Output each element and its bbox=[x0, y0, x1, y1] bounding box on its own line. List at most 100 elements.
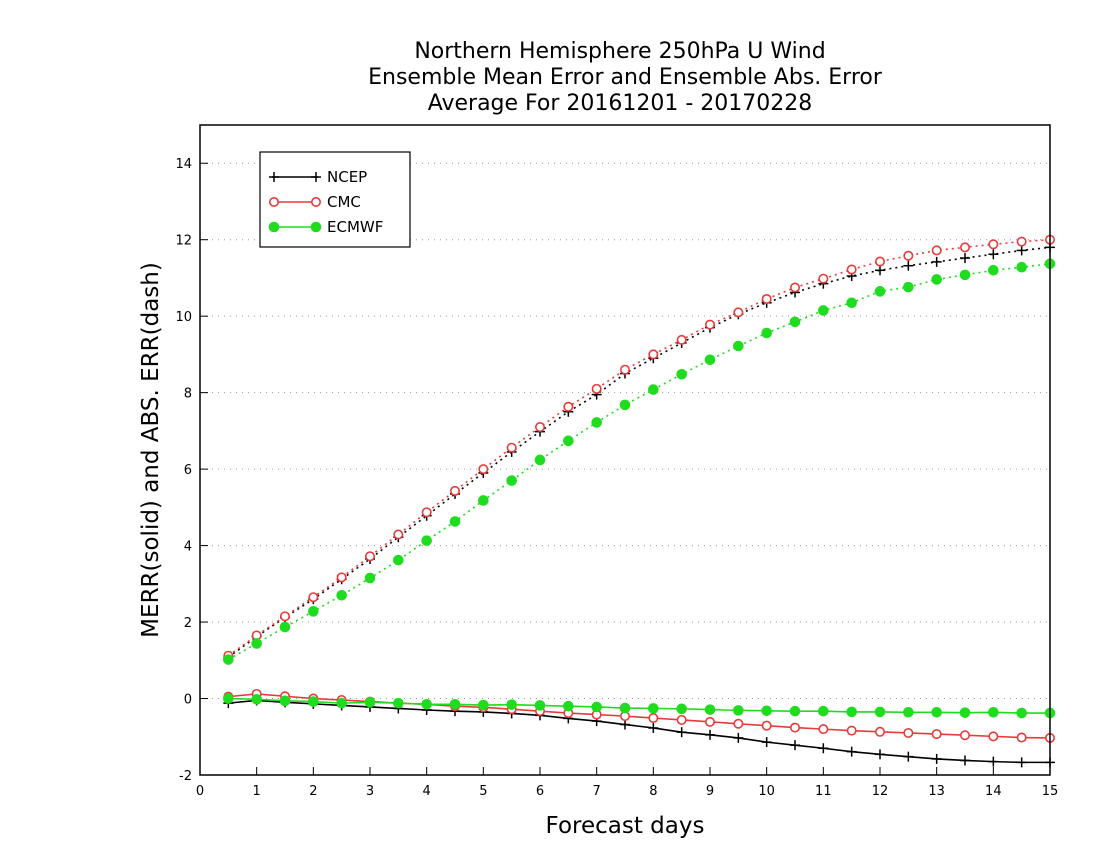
data-point-cmc-abs-error-16 bbox=[676, 334, 687, 345]
series-line-cmc-mean-error bbox=[228, 693, 1051, 739]
data-point-ecmwf-mean-error-13 bbox=[591, 701, 602, 713]
data-point-ncep-mean-error-24 bbox=[903, 751, 914, 762]
series-ecmwf-abs-error bbox=[223, 258, 1056, 665]
series-line-cmc-abs-error bbox=[227, 238, 1051, 657]
data-point-ncep-mean-error-14 bbox=[620, 719, 630, 730]
data-point-ecmwf-abs-error-16 bbox=[676, 368, 687, 380]
data-point-cmc-mean-error-17 bbox=[704, 716, 715, 727]
legend-box bbox=[259, 151, 411, 248]
y-tick-label-1: 0 bbox=[184, 693, 192, 708]
data-point-ecmwf-abs-error-21 bbox=[818, 305, 829, 316]
legend-marker-start bbox=[269, 172, 279, 182]
x-tick-label-6: 6 bbox=[536, 784, 544, 799]
data-point-ecmwf-mean-error-26 bbox=[959, 707, 971, 718]
data-point-ncep-abs-error-23 bbox=[875, 265, 885, 276]
series-ncep-abs-error bbox=[223, 242, 1055, 663]
data-point-ecmwf-abs-error-22 bbox=[846, 297, 857, 309]
data-point-ncep-abs-error-28 bbox=[1016, 245, 1027, 256]
data-point-ecmwf-abs-error-2 bbox=[279, 621, 291, 633]
grid-lines bbox=[200, 162, 1050, 700]
data-point-ecmwf-abs-error-9 bbox=[478, 495, 489, 506]
data-point-ecmwf-abs-error-6 bbox=[393, 554, 404, 566]
data-point-cmc-mean-error-24 bbox=[903, 727, 914, 738]
data-point-ncep-mean-error-28 bbox=[1016, 757, 1027, 768]
x-tick-label-0: 0 bbox=[196, 784, 204, 799]
data-point-cmc-abs-error-10 bbox=[506, 442, 517, 453]
x-tick-label-11: 11 bbox=[815, 784, 832, 799]
data-point-ecmwf-mean-error-1 bbox=[251, 693, 262, 705]
series-cmc-mean-error bbox=[223, 688, 1056, 743]
data-point-ecmwf-mean-error-24 bbox=[903, 706, 914, 718]
data-point-ecmwf-mean-error-11 bbox=[534, 700, 546, 711]
data-point-ecmwf-mean-error-3 bbox=[308, 696, 319, 707]
legend-label-ecmwf: ECMWF bbox=[327, 218, 383, 236]
data-point-ecmwf-abs-error-19 bbox=[761, 327, 772, 339]
x-tick-label-2: 2 bbox=[309, 784, 317, 799]
data-point-ecmwf-mean-error-20 bbox=[789, 705, 801, 717]
legend-label-ncep: NCEP bbox=[327, 168, 367, 186]
y-tick-label-0: -2 bbox=[179, 769, 192, 784]
data-point-cmc-mean-error-20 bbox=[789, 722, 800, 733]
data-point-ncep-abs-error-25 bbox=[931, 256, 942, 267]
data-point-ecmwf-mean-error-23 bbox=[874, 706, 886, 718]
y-axis-label: MERR(solid) and ABS. ERR(dash) bbox=[138, 262, 164, 638]
x-axis-label: Forecast days bbox=[546, 813, 705, 839]
data-point-cmc-mean-error-27 bbox=[988, 731, 999, 742]
data-point-cmc-abs-error-26 bbox=[959, 242, 970, 253]
data-point-ecmwf-abs-error-28 bbox=[1016, 261, 1027, 273]
data-point-cmc-abs-error-6 bbox=[393, 529, 404, 540]
data-point-ncep-mean-error-25 bbox=[931, 753, 942, 764]
data-point-ecmwf-mean-error-9 bbox=[478, 699, 489, 711]
data-point-cmc-abs-error-9 bbox=[478, 464, 489, 475]
data-point-ecmwf-mean-error-15 bbox=[648, 703, 659, 714]
data-point-cmc-abs-error-20 bbox=[789, 282, 800, 293]
data-point-ncep-mean-error-20 bbox=[790, 740, 800, 751]
data-point-cmc-abs-error-18 bbox=[733, 307, 744, 318]
series-line-ecmwf-abs-error bbox=[227, 262, 1051, 661]
series-ncep-mean-error bbox=[223, 695, 1055, 768]
data-point-ecmwf-mean-error-2 bbox=[279, 695, 291, 707]
legend-marker-start bbox=[268, 197, 279, 208]
data-point-cmc-abs-error-19 bbox=[761, 293, 772, 304]
data-point-ncep-mean-error-26 bbox=[960, 755, 970, 766]
data-point-ecmwf-mean-error-27 bbox=[988, 706, 999, 718]
data-point-cmc-abs-error-13 bbox=[591, 383, 602, 394]
x-tick-label-10: 10 bbox=[758, 784, 775, 799]
x-tick-label-12: 12 bbox=[872, 784, 889, 799]
data-point-cmc-mean-error-16 bbox=[676, 714, 687, 725]
series-layer bbox=[223, 234, 1056, 768]
data-point-ncep-abs-error-26 bbox=[960, 253, 970, 264]
title-line-3: Average For 20161201 - 20170228 bbox=[428, 91, 813, 116]
data-point-ecmwf-abs-error-12 bbox=[563, 435, 574, 447]
data-point-cmc-abs-error-17 bbox=[704, 319, 715, 330]
data-point-cmc-abs-error-12 bbox=[563, 401, 574, 412]
data-point-cmc-mean-error-25 bbox=[931, 729, 942, 740]
data-point-cmc-abs-error-15 bbox=[648, 349, 659, 360]
data-point-ecmwf-mean-error-17 bbox=[704, 704, 716, 715]
data-point-cmc-abs-error-5 bbox=[364, 551, 375, 562]
legend-entry-cmc: CMC bbox=[268, 193, 361, 211]
data-point-ecmwf-abs-error-14 bbox=[619, 399, 631, 411]
data-point-cmc-mean-error-15 bbox=[648, 713, 659, 724]
y-axis-ticks: -2 0 2 4 6 8 10 12 14 bbox=[175, 157, 208, 784]
legend-entry-ncep: NCEP bbox=[269, 168, 367, 186]
data-point-ncep-mean-error-27 bbox=[988, 756, 999, 767]
series-line-ncep-mean-error bbox=[228, 699, 1050, 764]
y-tick-label-2: 2 bbox=[184, 616, 192, 631]
legend-marker-end bbox=[310, 221, 322, 233]
data-point-cmc-mean-error-19 bbox=[761, 720, 772, 731]
series-cmc-abs-error bbox=[223, 234, 1056, 661]
data-point-ecmwf-mean-error-12 bbox=[563, 700, 574, 712]
legend-marker-start bbox=[268, 221, 280, 233]
data-point-ecmwf-abs-error-17 bbox=[704, 354, 716, 366]
data-point-ecmwf-abs-error-4 bbox=[336, 589, 347, 601]
y-tick-label-8: 14 bbox=[175, 157, 192, 172]
data-point-ecmwf-abs-error-0 bbox=[223, 654, 234, 665]
data-point-ecmwf-mean-error-22 bbox=[846, 706, 857, 718]
data-point-cmc-abs-error-3 bbox=[308, 592, 319, 603]
data-point-ecmwf-abs-error-1 bbox=[251, 638, 262, 649]
data-point-cmc-abs-error-7 bbox=[421, 507, 432, 518]
data-point-cmc-abs-error-28 bbox=[1016, 236, 1027, 247]
data-point-ncep-abs-error-24 bbox=[903, 260, 914, 271]
data-point-ecmwf-mean-error-10 bbox=[506, 699, 517, 710]
